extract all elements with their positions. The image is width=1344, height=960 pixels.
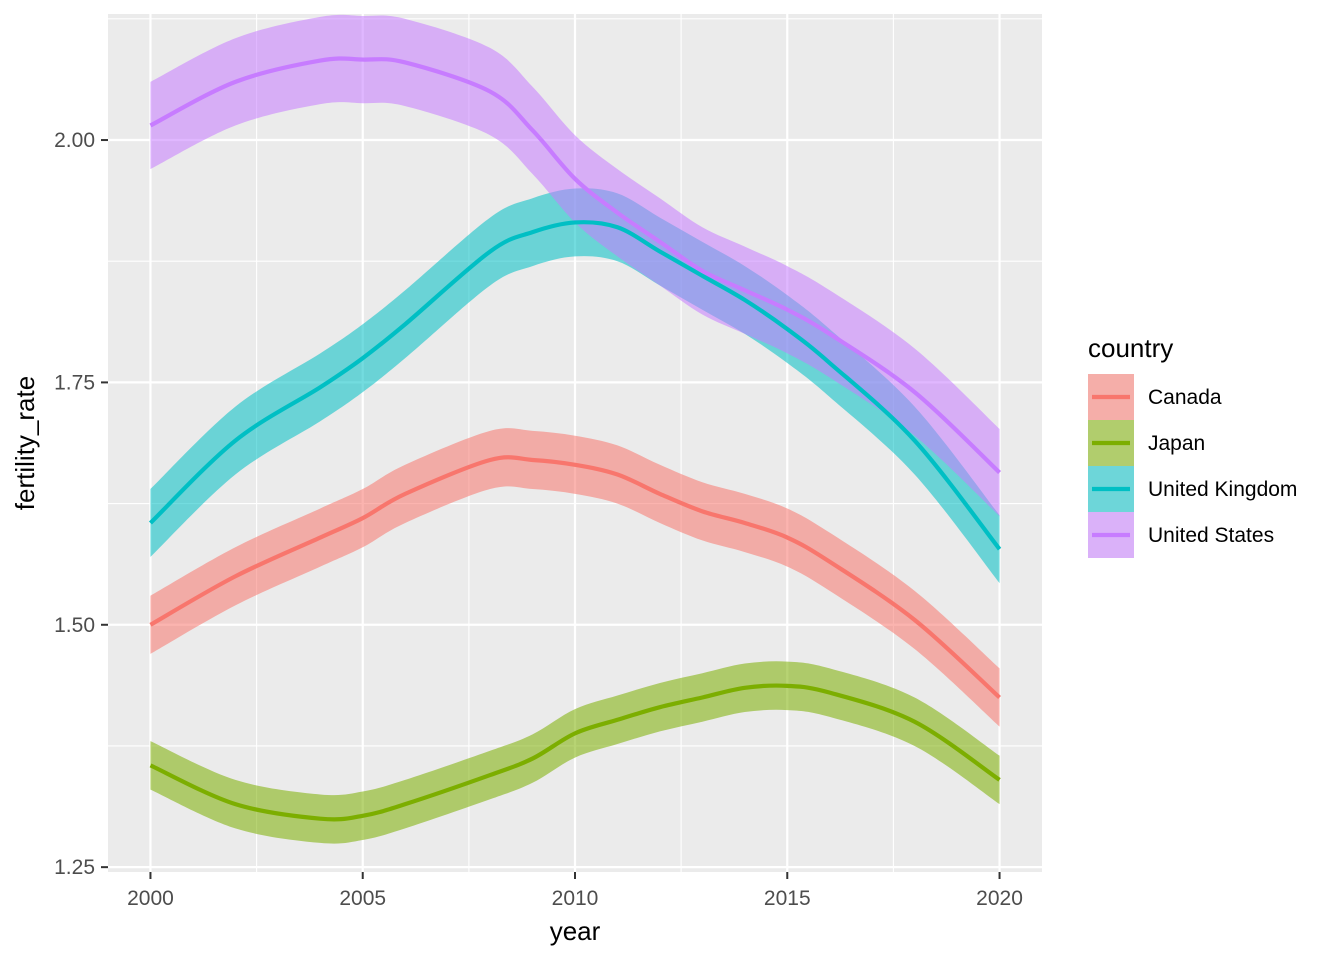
x-tick-label: 2005 — [339, 887, 386, 910]
legend-title: country — [1088, 333, 1173, 363]
series-lines — [148, 56, 1002, 822]
canada-line — [149, 455, 1001, 700]
japan-line — [149, 683, 1001, 822]
united-states-confidence-band — [150, 14, 1000, 517]
x-tick-label: 2015 — [764, 887, 811, 910]
x-tick-label: 2000 — [127, 887, 174, 910]
y-axis: 1.25 1.50 1.75 2.00 — [54, 129, 108, 879]
japan-confidence-band — [150, 661, 1000, 844]
legend-label-united-kingdom: United Kingdom — [1148, 478, 1297, 501]
legend-label-canada: Canada — [1148, 386, 1222, 409]
x-tick-label: 2020 — [976, 887, 1023, 910]
united-states-line — [149, 56, 1001, 475]
legend-label-united-states: United States — [1148, 524, 1274, 547]
y-tick-label: 1.50 — [54, 614, 95, 637]
x-axis-title: year — [550, 916, 601, 946]
x-tick-label: 2010 — [552, 887, 599, 910]
canada-confidence-band — [150, 428, 1000, 727]
y-tick-label: 1.25 — [54, 856, 95, 879]
united-kingdom-line — [148, 220, 1002, 551]
y-tick-label: 2.00 — [54, 129, 95, 152]
y-axis-title: fertility_rate — [10, 376, 40, 510]
x-axis: 2000 2005 2010 2015 2020 — [127, 872, 1023, 910]
legend: country Canada Japan United Kingdom United … — [1088, 333, 1297, 558]
y-tick-label: 1.75 — [54, 371, 95, 394]
legend-label-japan: Japan — [1148, 432, 1205, 455]
